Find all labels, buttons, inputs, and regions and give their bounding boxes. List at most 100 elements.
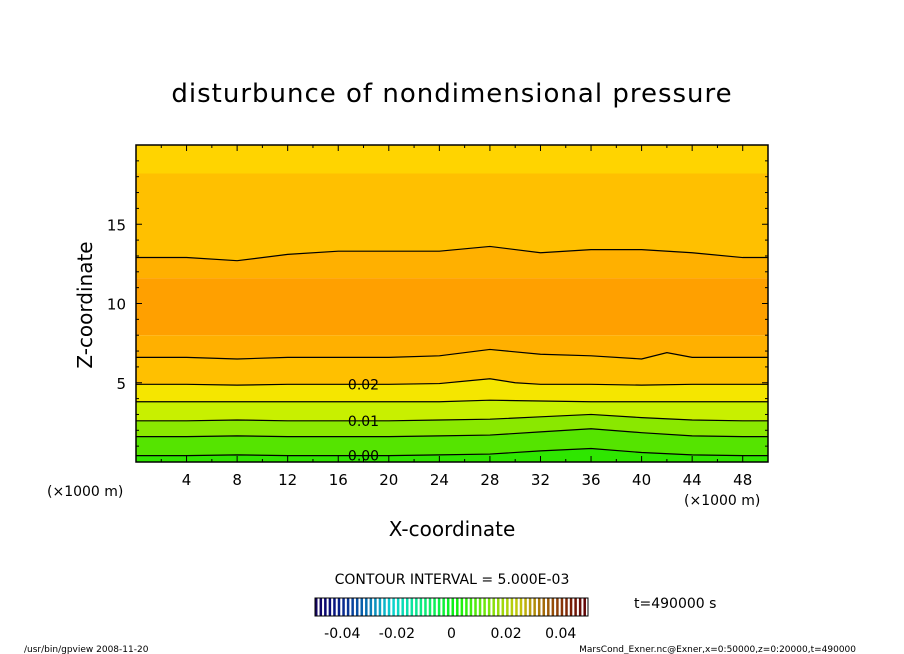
colorbar-segment bbox=[551, 598, 555, 616]
colorbar-segment bbox=[510, 598, 514, 616]
colorbar-segment bbox=[492, 598, 495, 616]
colorbar-segment bbox=[328, 598, 332, 616]
colorbar-segment bbox=[374, 598, 377, 616]
colorbar-segment bbox=[424, 598, 427, 616]
colorbar-segment bbox=[315, 598, 318, 616]
contour-label: 0.02 bbox=[348, 377, 379, 393]
contour-label-layer: 0.00 0.01 0.02 bbox=[348, 377, 379, 465]
contour-line-0 bbox=[136, 447, 768, 457]
colorbar-segment bbox=[583, 598, 586, 616]
colorbar-segment bbox=[506, 598, 509, 616]
colorbar-segment bbox=[365, 598, 368, 616]
x-tick-label: 16 bbox=[329, 471, 348, 489]
colorbar-segment bbox=[428, 598, 432, 616]
colorbar-segment bbox=[442, 598, 445, 616]
colorbar-segment bbox=[565, 598, 568, 616]
y-tick-label: 15 bbox=[107, 216, 126, 234]
colorbar-segment bbox=[406, 598, 409, 616]
colorbar-tick-label: 0.04 bbox=[545, 626, 576, 642]
colorbar bbox=[315, 598, 586, 616]
colorbar-segment bbox=[410, 598, 414, 616]
x-unit-label-right: (×1000 m) bbox=[684, 493, 760, 509]
colorbar-frame bbox=[314, 597, 589, 617]
y-tick-label: 10 bbox=[107, 296, 126, 314]
x-tick-label: 40 bbox=[632, 471, 651, 489]
colorbar-segment bbox=[560, 598, 564, 616]
colorbar-segment bbox=[515, 598, 518, 616]
colorbar-segment bbox=[487, 598, 491, 616]
colorbar-segment bbox=[387, 598, 391, 616]
colorbar-segment bbox=[578, 598, 582, 616]
x-tick-label: 20 bbox=[379, 471, 398, 489]
colorbar-segment bbox=[569, 598, 573, 616]
colorbar-segment bbox=[528, 598, 532, 616]
colorbar-segment bbox=[360, 598, 364, 616]
contour-interval-text: CONTOUR INTERVAL = 5.000E-03 bbox=[335, 572, 570, 588]
contour-patch bbox=[434, 183, 545, 228]
colorbar-segment bbox=[369, 598, 373, 616]
contour-line-3 bbox=[136, 399, 768, 403]
colorbar-segment bbox=[542, 598, 546, 616]
colorbar-segment bbox=[342, 598, 345, 616]
colorbar-segment bbox=[478, 598, 482, 616]
colorbar-segment bbox=[519, 598, 523, 616]
colorbar-segment bbox=[501, 598, 505, 616]
x-tick-label: 48 bbox=[733, 471, 752, 489]
colorbar-segment bbox=[547, 598, 550, 616]
colorbar-segment bbox=[437, 598, 441, 616]
contour-band-5 bbox=[136, 349, 768, 386]
colorbar-tick-label: -0.04 bbox=[324, 626, 360, 642]
x-tick-label: 24 bbox=[430, 471, 449, 489]
x-tick-label: 8 bbox=[232, 471, 242, 489]
colorbar-segment bbox=[460, 598, 464, 616]
colorbar-tick-labels: -0.04 -0.02 0 0.02 0.04 bbox=[324, 626, 576, 642]
colorbar-segment bbox=[337, 598, 341, 616]
colorbar-segment bbox=[574, 598, 577, 616]
contour-band-7 bbox=[136, 400, 768, 421]
contour-band-3 bbox=[136, 278, 768, 336]
contour-label: 0.00 bbox=[348, 449, 379, 465]
contour-line-layer bbox=[136, 245, 768, 457]
contour-band-4 bbox=[136, 335, 768, 359]
footer-right: MarsCond_Exner.nc@Exner,x=0:50000,z=0:20… bbox=[579, 645, 856, 654]
contour-line-2 bbox=[136, 413, 768, 422]
x-tick-label: 4 bbox=[182, 471, 192, 489]
colorbar-segment bbox=[533, 598, 536, 616]
x-tick-label: 12 bbox=[278, 471, 297, 489]
colorbar-tick-label: 0 bbox=[447, 626, 456, 642]
x-unit-label-left: (×1000 m) bbox=[47, 484, 123, 500]
x-axis-label: X-coordinate bbox=[389, 517, 516, 541]
contour-band-8 bbox=[136, 414, 768, 437]
y-tick-label: 5 bbox=[116, 375, 126, 393]
contour-line-5 bbox=[136, 348, 768, 360]
colorbar-tick-label: 0.02 bbox=[491, 626, 522, 642]
colorbar-segment bbox=[483, 598, 486, 616]
x-tick-label: 28 bbox=[480, 471, 499, 489]
colorbar-segment bbox=[524, 598, 527, 616]
colorbar-segment bbox=[383, 598, 386, 616]
contour-line-6 bbox=[136, 245, 768, 262]
colorbar-segment bbox=[419, 598, 423, 616]
colorbar-segment bbox=[324, 598, 327, 616]
colorbar-segment bbox=[401, 598, 404, 616]
colorbar-segment bbox=[446, 598, 450, 616]
colorbar-segment bbox=[433, 598, 436, 616]
contour-line-4 bbox=[136, 378, 768, 386]
contour-line-1 bbox=[136, 428, 768, 438]
x-tick-label: 32 bbox=[531, 471, 550, 489]
time-label: t=490000 s bbox=[634, 596, 716, 612]
colorbar-segment bbox=[392, 598, 395, 616]
colorbar-segment bbox=[415, 598, 418, 616]
colorbar-segment bbox=[465, 598, 468, 616]
colorbar-segment bbox=[456, 598, 459, 616]
x-tick-label: 44 bbox=[683, 471, 702, 489]
colorbar-segment bbox=[556, 598, 559, 616]
colorbar-segment bbox=[319, 598, 323, 616]
colorbar-segment bbox=[355, 598, 359, 616]
contour-label: 0.01 bbox=[348, 414, 379, 430]
contour-band-9 bbox=[136, 428, 768, 456]
colorbar-segment bbox=[378, 598, 382, 616]
colorbar-segment bbox=[351, 598, 354, 616]
colorbar-segment bbox=[451, 598, 455, 616]
footer-left: /usr/bin/gpview 2008-11-20 bbox=[24, 645, 149, 654]
